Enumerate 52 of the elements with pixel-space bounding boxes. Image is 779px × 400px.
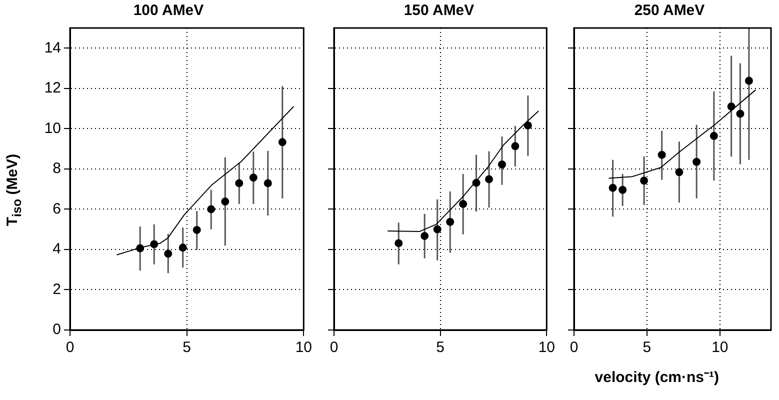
x-tick-label: 10 [295, 339, 312, 356]
point [640, 176, 648, 185]
chart-title: 150 AMeV [404, 2, 474, 20]
point [136, 244, 144, 252]
point [618, 186, 627, 194]
chart-title: 100 AMeV [133, 2, 204, 20]
y-tick-label: 0 [52, 321, 61, 338]
y-tick-label: 6 [52, 200, 61, 218]
chart-title: 250 AMeV [634, 2, 705, 20]
y-tick-label: 2 [52, 280, 61, 298]
point [658, 150, 666, 159]
point [710, 132, 718, 140]
point [249, 174, 258, 182]
x-tick-label: 10 [712, 339, 728, 356]
point [498, 160, 506, 169]
point [675, 168, 684, 176]
y-tick-label: 4 [52, 240, 61, 258]
point [420, 232, 429, 240]
point [524, 121, 532, 130]
point [744, 76, 753, 85]
y-tick-label: 12 [44, 80, 61, 97]
point [394, 239, 403, 248]
x-tick-label: 10 [538, 339, 555, 356]
x-tick-label: 0 [330, 339, 338, 356]
x-tick-label: 0 [66, 339, 74, 356]
x-axis-title: velocity (cm·ns⁻¹) [594, 368, 719, 386]
x-tick-label: 5 [642, 339, 652, 356]
point [459, 200, 468, 208]
x-tick-label: 5 [182, 339, 191, 356]
point [207, 205, 216, 214]
point [511, 142, 520, 150]
point [736, 110, 744, 118]
point [192, 226, 201, 234]
point [472, 178, 480, 187]
point [433, 225, 442, 234]
y-tick-label: 10 [44, 120, 61, 137]
point [485, 175, 494, 184]
point [178, 244, 187, 252]
point [264, 179, 272, 188]
point [727, 102, 736, 111]
y-tick-label: 8 [52, 160, 61, 178]
point [608, 184, 617, 192]
x-tick-label: 0 [570, 339, 578, 356]
point [446, 218, 454, 226]
point [235, 179, 244, 188]
point [150, 240, 158, 248]
y-tick-label: 14 [44, 39, 61, 56]
point [164, 250, 172, 258]
x-tick-label: 5 [436, 339, 444, 356]
point [221, 198, 230, 206]
point [278, 138, 286, 146]
point [692, 158, 701, 166]
